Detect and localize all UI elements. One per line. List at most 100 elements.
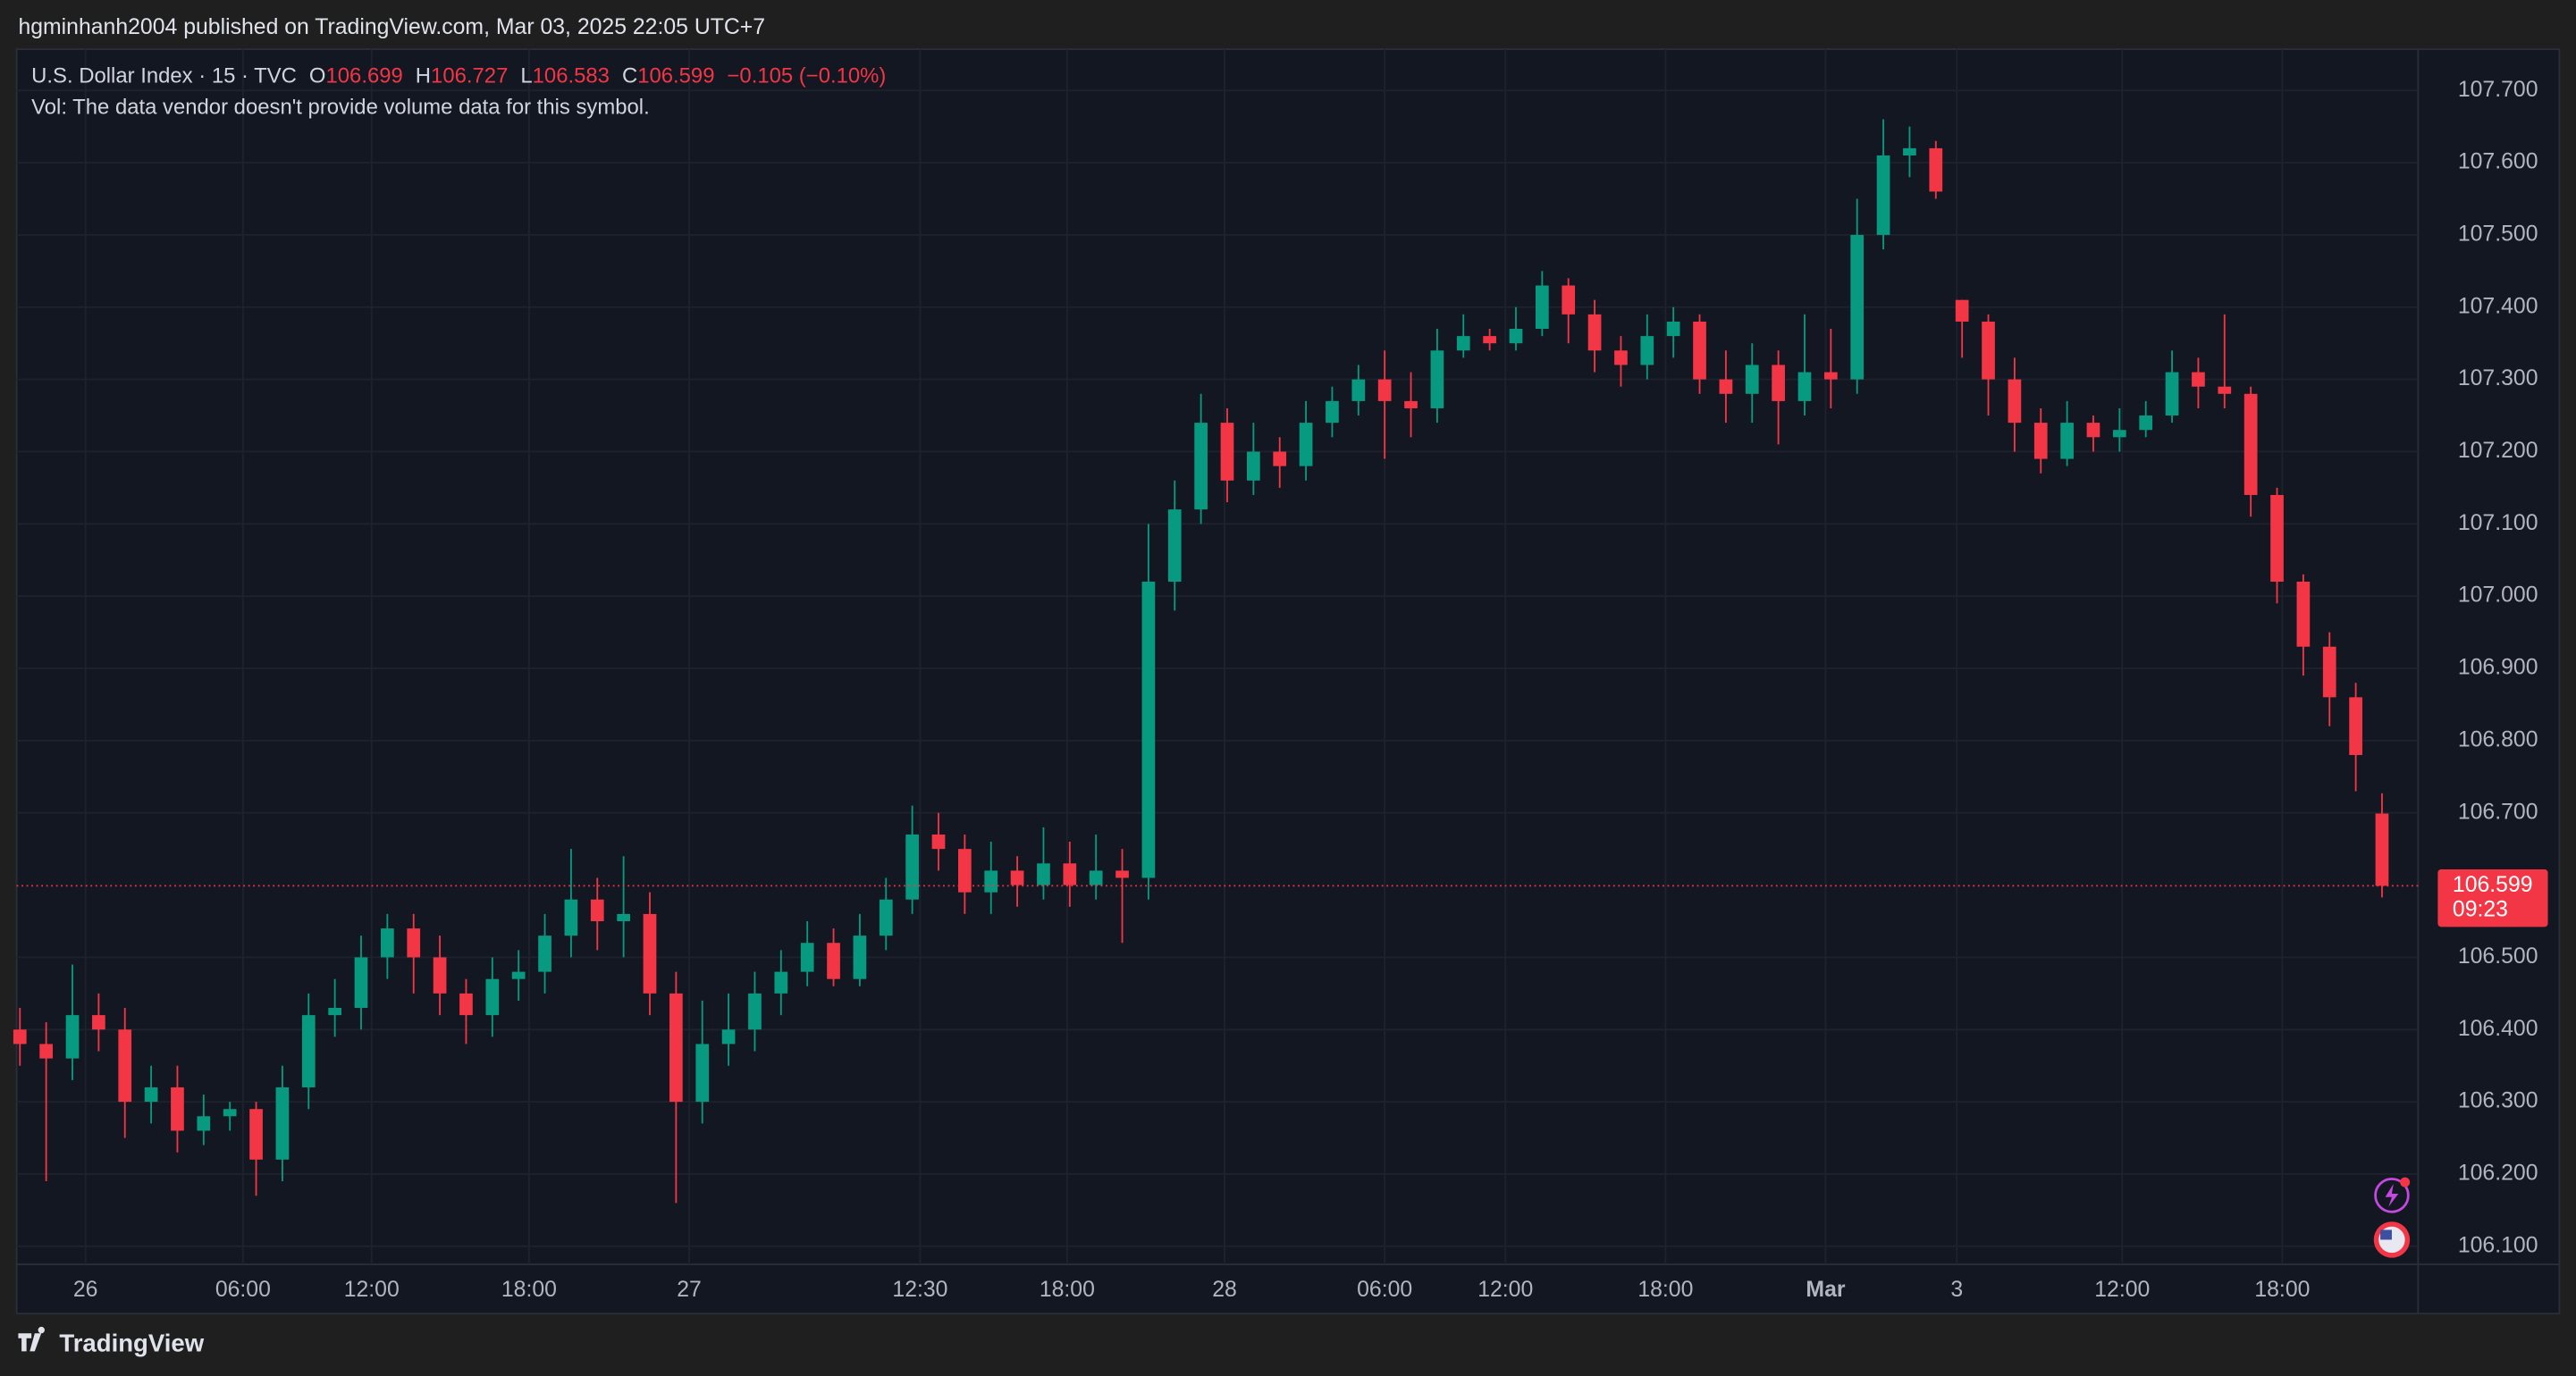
candle-body bbox=[511, 971, 526, 979]
candle-body bbox=[2086, 423, 2100, 438]
candle-body bbox=[197, 1116, 211, 1131]
candle-body bbox=[1273, 451, 1287, 466]
candle-body bbox=[1955, 299, 1969, 322]
candle-body bbox=[1299, 423, 1313, 466]
candle-body bbox=[2349, 697, 2362, 756]
candle-body bbox=[459, 993, 473, 1016]
candle-body bbox=[1220, 423, 1234, 481]
candle-body bbox=[2060, 423, 2074, 459]
y-tick-label: 106.700 bbox=[2458, 800, 2538, 824]
candle-body bbox=[827, 943, 840, 979]
y-tick-label: 107.300 bbox=[2458, 366, 2538, 390]
candle-body bbox=[354, 957, 368, 1009]
x-tick-label: 18:00 bbox=[501, 1278, 557, 1302]
candle-body bbox=[695, 1044, 710, 1103]
candle-body bbox=[1326, 400, 1339, 424]
x-tick-label: 28 bbox=[1212, 1278, 1237, 1302]
candle-body bbox=[1562, 285, 1576, 315]
flag-canton bbox=[2380, 1229, 2392, 1240]
candle-body bbox=[1377, 379, 1392, 401]
candle-body bbox=[1010, 870, 1024, 885]
candle-body bbox=[1404, 400, 1418, 408]
candle-body bbox=[958, 849, 972, 893]
candle-body bbox=[748, 993, 762, 1030]
y-tick-label: 107.100 bbox=[2458, 511, 2538, 535]
x-tick-label: 12:30 bbox=[892, 1278, 947, 1302]
candle-body bbox=[643, 913, 657, 994]
x-tick-label: 27 bbox=[677, 1278, 702, 1302]
candle-body bbox=[249, 1109, 263, 1160]
y-tick-label: 107.200 bbox=[2458, 439, 2538, 463]
x-tick-label: 18:00 bbox=[1637, 1278, 1693, 1302]
candle-body bbox=[1483, 336, 1496, 344]
legend-high: 106.727 bbox=[431, 64, 508, 88]
last-price-box bbox=[2437, 869, 2548, 927]
legend-open: 106.699 bbox=[326, 64, 403, 88]
x-tick-label: 12:00 bbox=[1477, 1278, 1533, 1302]
candle-body bbox=[171, 1087, 184, 1131]
candle-body bbox=[65, 1015, 80, 1059]
candle-body bbox=[1351, 379, 1366, 401]
y-tick-label: 106.400 bbox=[2458, 1017, 2538, 1041]
candle-body bbox=[1982, 321, 1995, 380]
candle-body bbox=[1614, 350, 1628, 365]
candle-body bbox=[1063, 863, 1077, 885]
axes: 106.100 106.200 106.300 106.400 106.500 106.7… bbox=[16, 78, 2548, 1302]
candle-body bbox=[905, 834, 919, 900]
legend: U.S. Dollar Index · 15 · TVC O106.699 H1… bbox=[31, 64, 886, 88]
candle-body bbox=[1167, 509, 1182, 582]
candle-body bbox=[2243, 393, 2258, 495]
y-tick-label: 106.900 bbox=[2458, 656, 2538, 680]
candle-body bbox=[1037, 863, 1050, 885]
x-tick-label: 18:00 bbox=[1040, 1278, 1095, 1302]
candle-body bbox=[879, 899, 893, 936]
candle-body bbox=[301, 1015, 316, 1087]
lightning bbox=[2385, 1183, 2399, 1207]
candle-body bbox=[1929, 147, 1943, 192]
legend-c: C bbox=[622, 64, 637, 88]
y-tick-label: 106.300 bbox=[2458, 1089, 2538, 1113]
candle-body bbox=[1456, 336, 1470, 351]
grid bbox=[16, 49, 2419, 1265]
y-tick-label: 106.200 bbox=[2458, 1162, 2538, 1186]
candle-body bbox=[118, 1029, 132, 1103]
y-tick-label: 107.400 bbox=[2458, 294, 2538, 318]
badge bbox=[2400, 1177, 2411, 1187]
attribution: hgminhanh2004 published on TradingView.c… bbox=[18, 15, 765, 39]
candle-body bbox=[2165, 372, 2179, 416]
x-tick-label: Mar bbox=[1806, 1278, 1845, 1302]
candle-body bbox=[92, 1015, 105, 1030]
footer-logo bbox=[18, 1326, 45, 1352]
candle-body bbox=[1876, 155, 1890, 235]
candle-body bbox=[2375, 813, 2389, 886]
candle-body bbox=[590, 899, 604, 921]
candle-body bbox=[538, 936, 551, 972]
candle-body bbox=[275, 1087, 290, 1160]
y-tick-label: 106.100 bbox=[2458, 1233, 2538, 1257]
candle-body bbox=[1823, 372, 1838, 380]
candle-body bbox=[1430, 350, 1444, 408]
legend-o: O bbox=[309, 64, 326, 88]
candle-body bbox=[144, 1087, 158, 1103]
y-tick-label: 107.600 bbox=[2458, 150, 2538, 174]
x-tick-label: 06:00 bbox=[1357, 1278, 1412, 1302]
candle-body bbox=[381, 928, 394, 958]
candle-body bbox=[1850, 234, 1865, 380]
lightning-icon[interactable] bbox=[2374, 1178, 2410, 1213]
candle-body bbox=[931, 834, 946, 850]
candle-body bbox=[1535, 285, 1549, 330]
candle-body bbox=[1745, 365, 1759, 394]
candle-body bbox=[774, 971, 788, 994]
candle-body bbox=[2008, 379, 2022, 424]
candle-body bbox=[1115, 870, 1129, 878]
candle-body bbox=[1640, 336, 1654, 365]
candle-body bbox=[564, 899, 578, 936]
legend-close: 106.599 bbox=[637, 64, 714, 88]
candle-body bbox=[721, 1029, 736, 1045]
candle-body bbox=[39, 1044, 53, 1059]
candle-body bbox=[2218, 386, 2232, 394]
candle-body bbox=[13, 1029, 27, 1045]
y-tick-label: 107.500 bbox=[2458, 222, 2538, 246]
candle-body bbox=[2322, 646, 2336, 698]
